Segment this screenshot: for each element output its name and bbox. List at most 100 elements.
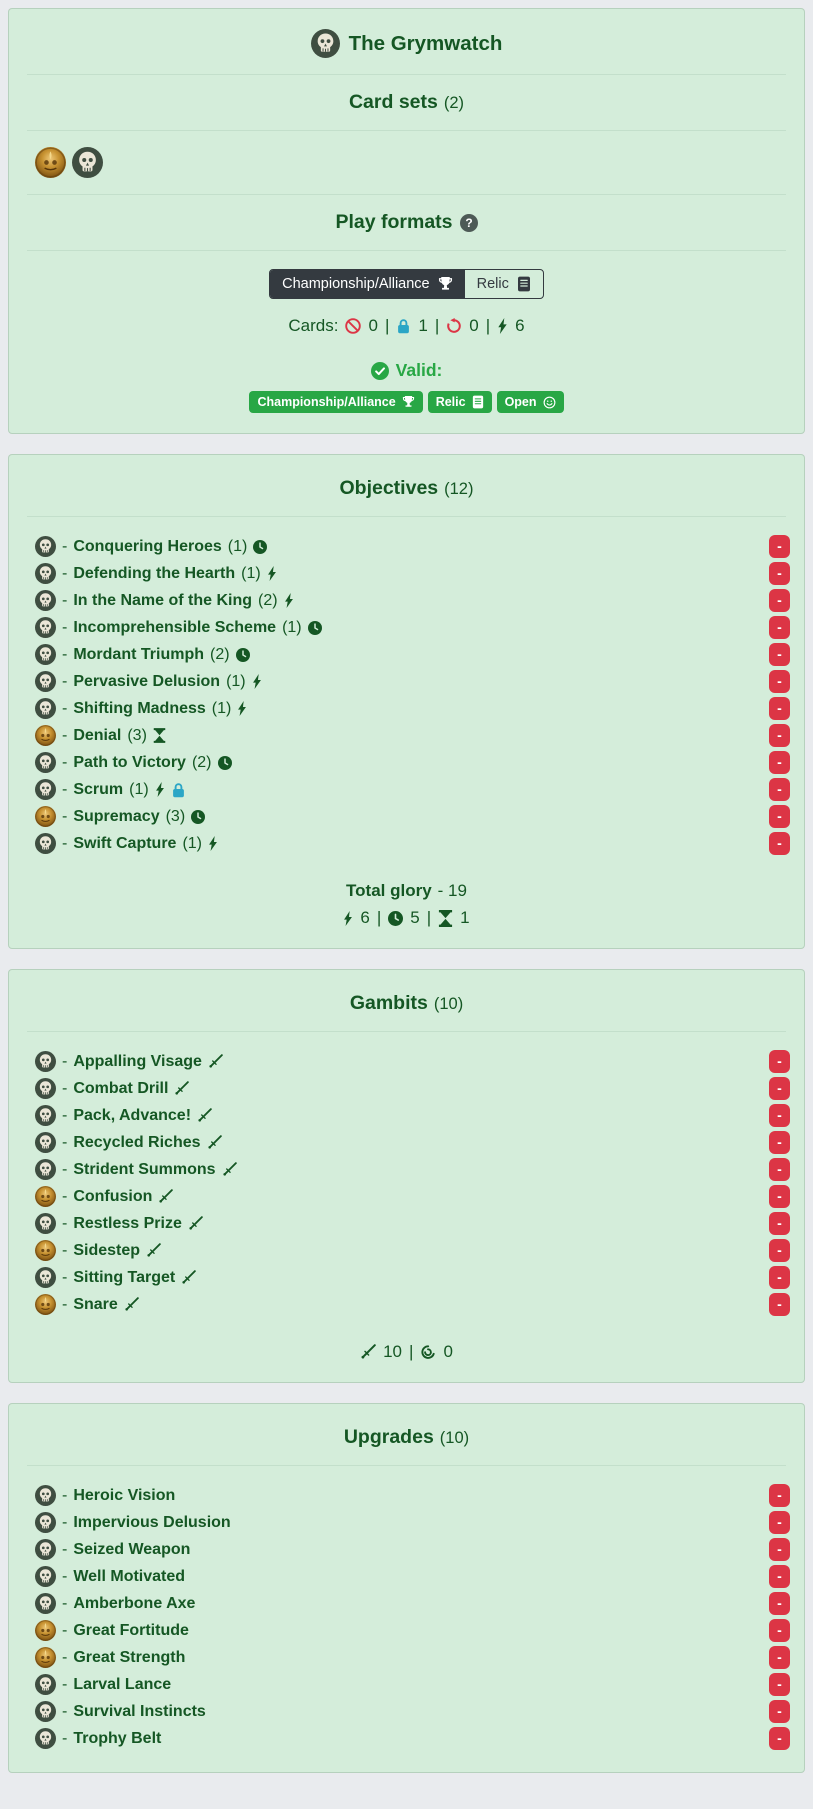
remove-card-button[interactable]: -	[769, 805, 790, 828]
upgrade-row: - Trophy Belt -	[9, 1725, 804, 1752]
objective-row: - Pervasive Delusion (1) -	[9, 668, 804, 695]
badge-relic: Relic	[427, 391, 492, 413]
grymwatch-set-icon	[35, 1728, 56, 1749]
cards-summary-line: Cards: 0 | 1 | 0 | 6	[9, 316, 804, 336]
upgrades-count: (10)	[439, 1429, 470, 1447]
deck-title: The Grymwatch	[348, 31, 503, 55]
total-glory-value: - 19	[437, 881, 467, 900]
grymwatch-set-icon	[35, 1078, 56, 1099]
divider	[27, 1031, 786, 1032]
gambits-heading: Gambits (10)	[9, 992, 804, 1015]
glory-value: (1)	[211, 700, 232, 717]
remove-card-button[interactable]: -	[769, 1050, 790, 1073]
remove-card-button[interactable]: -	[769, 832, 790, 855]
minus-icon: -	[777, 699, 782, 716]
card-name: Great Strength	[73, 1649, 186, 1666]
card-name: Appalling Visage	[73, 1053, 202, 1070]
grymwatch-set-icon	[35, 1539, 56, 1560]
remove-card-button[interactable]: -	[769, 1727, 790, 1750]
remove-card-button[interactable]: -	[769, 1104, 790, 1127]
card-name: Swift Capture	[73, 835, 177, 852]
remove-card-button[interactable]: -	[769, 1266, 790, 1289]
grymwatch-set-icon	[35, 1701, 56, 1722]
end-phase-clock-icon	[218, 756, 232, 770]
hourglass-icon	[438, 910, 453, 927]
remove-card-button[interactable]: -	[769, 670, 790, 693]
remove-card-button[interactable]: -	[769, 1484, 790, 1507]
card-name: Combat Drill	[73, 1080, 169, 1097]
minus-icon: -	[777, 807, 782, 824]
banned-icon	[345, 318, 361, 334]
dash: -	[62, 1107, 68, 1124]
help-icon[interactable]	[460, 214, 478, 232]
card-name: Amberbone Axe	[73, 1595, 196, 1612]
card-name: Well Motivated	[73, 1568, 186, 1585]
remove-card-button[interactable]: -	[769, 535, 790, 558]
format-button-relic[interactable]: Relic	[465, 270, 543, 298]
remove-card-button[interactable]: -	[769, 1538, 790, 1561]
cards-label: Cards:	[288, 316, 339, 335]
remove-card-button[interactable]: -	[769, 1673, 790, 1696]
gambits-list: - Appalling Visage - - Combat Drill - - …	[9, 1048, 804, 1318]
dash: -	[62, 1730, 68, 1747]
dash: -	[62, 835, 68, 852]
end-phase-clock-icon	[253, 540, 267, 554]
minus-icon: -	[777, 1702, 782, 1719]
dash: -	[62, 538, 68, 555]
remove-card-button[interactable]: -	[769, 1185, 790, 1208]
format-button-championship[interactable]: Championship/Alliance	[270, 270, 465, 298]
minus-icon: -	[777, 672, 782, 689]
remove-card-button[interactable]: -	[769, 1212, 790, 1235]
dash: -	[62, 1622, 68, 1639]
surge-bolt-icon	[267, 566, 277, 581]
remove-card-button[interactable]: -	[769, 751, 790, 774]
remove-card-button[interactable]: -	[769, 1619, 790, 1642]
minus-icon: -	[777, 1187, 782, 1204]
card-name: Great Fortitude	[73, 1622, 189, 1639]
remove-card-button[interactable]: -	[769, 1131, 790, 1154]
dash: -	[62, 781, 68, 798]
grymwatch-set-icon	[35, 563, 56, 584]
glory-value: (1)	[282, 619, 302, 636]
minus-icon: -	[777, 591, 782, 608]
card-name: Supremacy	[73, 808, 160, 825]
dash: -	[62, 1676, 68, 1693]
remove-card-button[interactable]: -	[769, 1077, 790, 1100]
minus-icon: -	[777, 1160, 782, 1177]
minus-icon: -	[777, 780, 782, 797]
remove-card-button[interactable]: -	[769, 1511, 790, 1534]
separator: |	[426, 908, 432, 927]
remove-card-button[interactable]: -	[769, 724, 790, 747]
glory-value: (1)	[129, 781, 149, 798]
objectives-list: - Conquering Heroes (1) - - Defending th…	[9, 533, 804, 857]
remove-card-button[interactable]: -	[769, 697, 790, 720]
remove-card-button[interactable]: -	[769, 1646, 790, 1669]
end-phase-clock-icon	[191, 810, 205, 824]
remove-card-button[interactable]: -	[769, 1592, 790, 1615]
remove-card-button[interactable]: -	[769, 589, 790, 612]
end-phase-clock-icon	[308, 621, 322, 635]
card-name: Sidestep	[73, 1242, 141, 1259]
card-name: Trophy Belt	[73, 1730, 162, 1747]
remove-card-button[interactable]: -	[769, 1158, 790, 1181]
dash: -	[62, 1215, 68, 1232]
remove-card-button[interactable]: -	[769, 616, 790, 639]
dash: -	[62, 1703, 68, 1720]
remove-card-button[interactable]: -	[769, 1293, 790, 1316]
minus-icon: -	[777, 1106, 782, 1123]
grymwatch-set-icon	[35, 590, 56, 611]
objective-row: - Incomprehensible Scheme (1) -	[9, 614, 804, 641]
remove-card-button[interactable]: -	[769, 1700, 790, 1723]
gambit-row: - Combat Drill -	[9, 1075, 804, 1102]
grymwatch-set-icon	[35, 779, 56, 800]
remove-card-button[interactable]: -	[769, 778, 790, 801]
grymwatch-set-icon	[35, 536, 56, 557]
gambits-card: Gambits (10) - Appalling Visage - - Comb…	[8, 969, 805, 1383]
dash: -	[62, 1161, 68, 1178]
remove-card-button[interactable]: -	[769, 1565, 790, 1588]
remove-card-button[interactable]: -	[769, 1239, 790, 1262]
badge-label: Championship/Alliance	[257, 395, 396, 409]
remove-card-button[interactable]: -	[769, 643, 790, 666]
ploy-sword-icon	[208, 1054, 223, 1069]
remove-card-button[interactable]: -	[769, 562, 790, 585]
